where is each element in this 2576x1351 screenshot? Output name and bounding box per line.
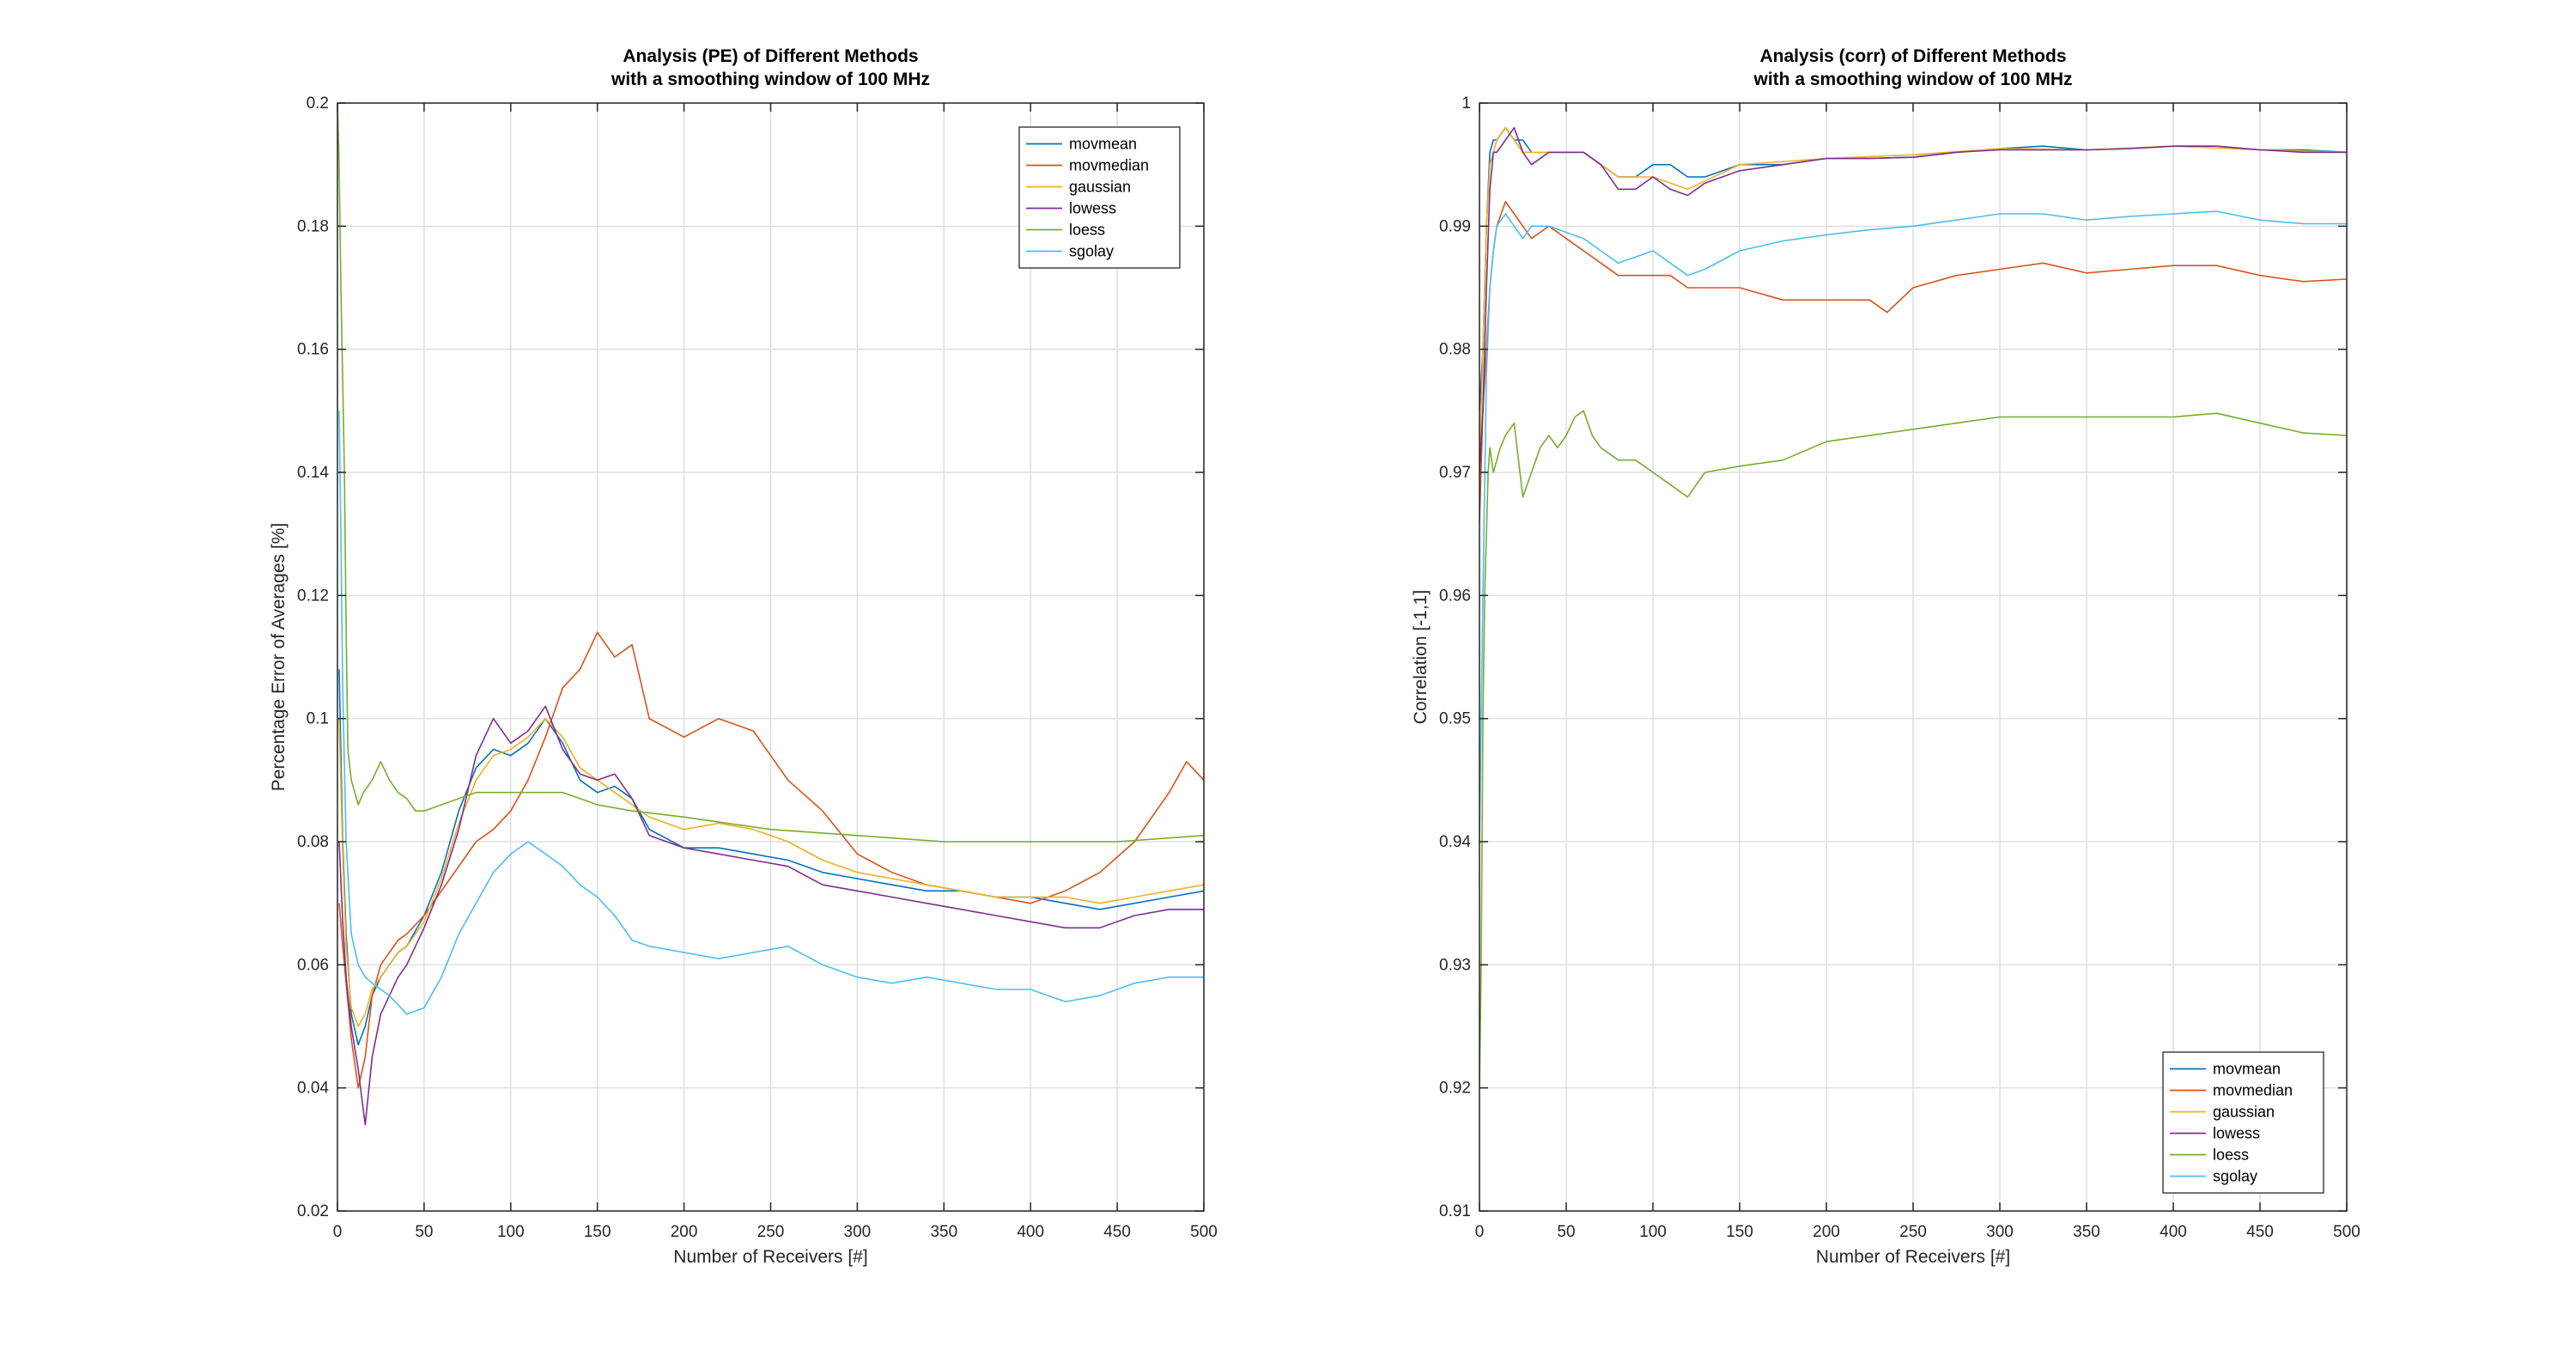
pe-analysis-chart: 0 50 100 150 200 250 300 350 400 450 500 0.02 0.04 0.… bbox=[269, 46, 1218, 1267]
y-tick-label: 0.06 bbox=[297, 956, 329, 974]
legend-entry-gaussian: gaussian bbox=[2213, 1104, 2275, 1121]
x-tick-label: 250 bbox=[1899, 1223, 1927, 1241]
y-tick-label: 0.95 bbox=[1439, 710, 1471, 728]
series-group bbox=[337, 103, 1204, 1126]
x-tick-label: 200 bbox=[671, 1223, 698, 1241]
x-tick-label: 300 bbox=[1986, 1223, 2014, 1241]
legend-entry-movmean: movmean bbox=[1069, 136, 1137, 153]
x-tick-label: 350 bbox=[2073, 1223, 2100, 1241]
series-line-sgolay bbox=[1479, 210, 2347, 843]
legend-entry-sgolay: sgolay bbox=[2213, 1168, 2257, 1185]
x-axis-label: Number of Receivers [#] bbox=[1816, 1247, 2010, 1267]
x-tick-label: 50 bbox=[1557, 1223, 1575, 1241]
y-tick-label: 0.18 bbox=[297, 217, 329, 235]
y-tick-label: 0.2 bbox=[307, 94, 329, 113]
series-line-loess bbox=[337, 103, 1204, 843]
series-line-movmedian bbox=[338, 631, 1204, 1089]
legend-entry-lowess: lowess bbox=[2213, 1125, 2260, 1142]
x-axis-label: Number of Receivers [#] bbox=[673, 1247, 867, 1267]
y-tick-label: 0.12 bbox=[297, 587, 329, 605]
x-tick-label: 450 bbox=[1103, 1223, 1131, 1241]
y-tick-label: 0.02 bbox=[297, 1202, 329, 1220]
x-tick-label: 400 bbox=[1017, 1223, 1044, 1241]
x-tick-label: 500 bbox=[1190, 1223, 1218, 1241]
y-tick-label: 0.98 bbox=[1439, 341, 1471, 359]
series-line-lowess bbox=[1479, 126, 2347, 473]
correlation-analysis-chart: 0 50 100 150 200 250 300 350 400 450 500 0.91 0.92 0.… bbox=[1411, 46, 2360, 1267]
chart-title-line: with a smoothing window of 100 MHz bbox=[1753, 70, 2073, 89]
y-tick-label: 1 bbox=[1461, 94, 1471, 113]
series-line-movmedian bbox=[1479, 200, 2347, 522]
legend: movmean movmedian gaussian lowess loess sgola… bbox=[1018, 126, 1181, 269]
y-tick-label: 0.94 bbox=[1439, 833, 1471, 851]
x-tick-label: 50 bbox=[415, 1223, 433, 1241]
x-tick-label: 100 bbox=[497, 1223, 525, 1241]
x-tick-label: 300 bbox=[844, 1223, 872, 1241]
legend-box bbox=[2162, 1051, 2324, 1194]
chart-title-line: Analysis (PE) of Different Methods bbox=[623, 46, 918, 66]
legend-entry-movmedian: movmedian bbox=[2213, 1082, 2293, 1099]
x-tick-label: 150 bbox=[1726, 1223, 1753, 1241]
y-tick-label: 0.93 bbox=[1439, 956, 1471, 974]
legend-entry-sgolay: sgolay bbox=[1069, 243, 1114, 260]
y-tick-label: 0.97 bbox=[1439, 464, 1471, 482]
x-tick-label: 150 bbox=[584, 1223, 611, 1241]
legend-entry-lowess: lowess bbox=[1069, 200, 1116, 217]
y-tick-label: 0.92 bbox=[1439, 1080, 1471, 1098]
legend-entry-gaussian: gaussian bbox=[1069, 179, 1131, 196]
y-tick-label: 0.14 bbox=[297, 464, 329, 482]
legend-box bbox=[1018, 126, 1181, 269]
x-tick-label: 500 bbox=[2333, 1223, 2360, 1241]
y-tick-label: 0.91 bbox=[1439, 1202, 1471, 1220]
series-line-lowess bbox=[338, 705, 1204, 1126]
y-tick-label: 0.96 bbox=[1439, 587, 1471, 605]
y-tick-label: 0.16 bbox=[297, 341, 329, 359]
x-tick-label: 0 bbox=[333, 1223, 343, 1241]
y-axis-label: Correlation [-1,1] bbox=[1411, 590, 1431, 724]
chart-title-line: with a smoothing window of 100 MHz bbox=[611, 70, 930, 89]
legend-entry-movmean: movmean bbox=[2213, 1061, 2281, 1078]
series-line-sgolay bbox=[338, 411, 1204, 1015]
legend: movmean movmedian gaussian lowess loess sgola… bbox=[2162, 1051, 2324, 1194]
legend-entry-loess: loess bbox=[1069, 222, 1105, 239]
x-tick-label: 100 bbox=[1639, 1223, 1667, 1241]
y-axis-label: Percentage Error of Averages [%] bbox=[269, 523, 289, 791]
y-tick-label: 0.99 bbox=[1439, 217, 1471, 235]
legend-entry-movmedian: movmedian bbox=[1069, 157, 1149, 174]
series-line-loess bbox=[1479, 410, 2347, 1088]
series-line-gaussian bbox=[338, 717, 1204, 1027]
x-tick-label: 400 bbox=[2160, 1223, 2187, 1241]
y-tick-label: 0.08 bbox=[297, 833, 329, 851]
x-tick-label: 450 bbox=[2246, 1223, 2274, 1241]
chart-title-line: Analysis (corr) of Different Methods bbox=[1759, 46, 2066, 66]
x-tick-label: 250 bbox=[757, 1223, 785, 1241]
x-tick-label: 350 bbox=[930, 1223, 957, 1241]
y-tick-label: 0.1 bbox=[307, 710, 329, 728]
y-tick-label: 0.04 bbox=[297, 1080, 329, 1098]
x-tick-label: 0 bbox=[1475, 1223, 1485, 1241]
legend-entry-loess: loess bbox=[2213, 1147, 2249, 1164]
x-tick-label: 200 bbox=[1813, 1223, 1840, 1241]
series-group bbox=[1479, 126, 2347, 1088]
